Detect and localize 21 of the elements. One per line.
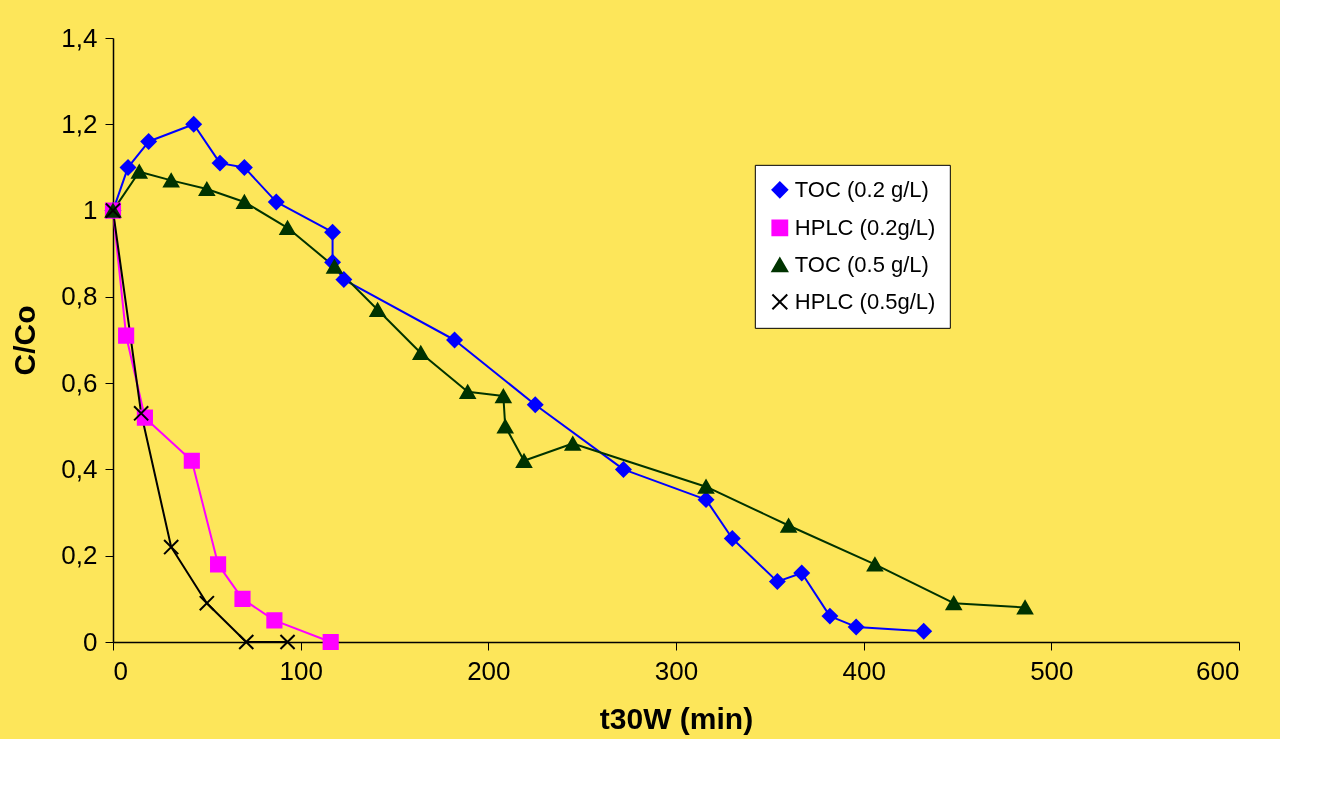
x-tick-label: 300 <box>654 655 699 686</box>
legend-label: TOC (0.5 g/L) <box>794 251 929 277</box>
y-tick-label: 1,2 <box>61 108 98 139</box>
legend-label: HPLC (0.5g/L) <box>794 288 936 314</box>
y-tick-label: 0 <box>83 626 98 657</box>
y-tick-label: 0,2 <box>61 540 98 571</box>
legend-label: TOC (0.2 g/L) <box>794 176 929 202</box>
y-tick-label: 0,6 <box>61 367 98 398</box>
legend-label: HPLC (0.2g/L) <box>794 214 936 240</box>
x-tick-label: 600 <box>1196 655 1240 686</box>
x-tick-label: 500 <box>1030 655 1074 686</box>
y-tick-label: 1 <box>83 195 98 226</box>
x-tick-label: 200 <box>467 655 511 686</box>
y-tick-label: 0,8 <box>61 281 98 312</box>
x-tick-label: 100 <box>279 655 323 686</box>
x-tick-label: 0 <box>113 655 128 686</box>
y-tick-label: 0,4 <box>61 453 98 484</box>
y-axis-title: C/Co <box>8 305 42 376</box>
y-tick-label: 1,4 <box>61 22 98 53</box>
x-tick-label: 400 <box>842 655 886 686</box>
x-axis-title: t30W (min) <box>599 701 754 735</box>
